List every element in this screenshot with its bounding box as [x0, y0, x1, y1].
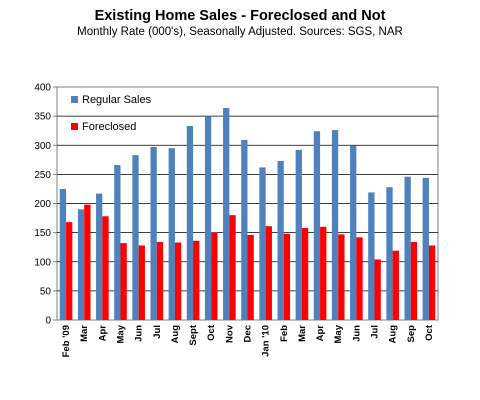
bar-regular-sales-11	[259, 167, 266, 320]
x-tick-label: Feb	[279, 325, 290, 342]
x-tick-label: Jun	[351, 325, 362, 342]
x-tick-label: Jul	[370, 325, 381, 339]
x-tick-label: Mar	[297, 325, 308, 342]
bar-foreclosed-18	[392, 250, 399, 320]
bar-foreclosed-20	[428, 245, 436, 320]
bar-regular-sales-15	[331, 130, 339, 320]
x-tick-label: Oct	[206, 324, 217, 341]
bar-regular-sales-3	[114, 165, 121, 320]
bar-foreclosed-7	[193, 240, 200, 320]
x-tick-label: Sept	[188, 324, 199, 345]
bar-regular-sales-6	[168, 148, 175, 320]
bar-regular-sales-9	[223, 107, 230, 320]
y-tick-label: 0	[45, 316, 51, 327]
legend-label-1: Foreclosed	[82, 121, 136, 133]
bar-regular-sales-12	[277, 160, 284, 320]
y-tick-label: 300	[34, 141, 51, 152]
bar-foreclosed-15	[338, 234, 345, 320]
bar-foreclosed-4	[138, 245, 145, 320]
chart-title: Existing Home Sales - Foreclosed and Not	[94, 8, 386, 24]
y-tick-label: 400	[34, 83, 51, 94]
legend-label-0: Regular Sales	[82, 94, 152, 106]
x-tick-label: Sep	[406, 325, 417, 343]
x-tick-label: Oct	[424, 324, 435, 341]
bar-regular-sales-13	[295, 149, 302, 320]
bar-regular-sales-7	[186, 126, 194, 320]
bar-foreclosed-9	[229, 215, 236, 320]
bar-regular-sales-10	[241, 140, 248, 320]
legend-swatch-1	[71, 123, 78, 130]
chart-subtitle: Monthly Rate (000's), Seasonally Adjuste…	[77, 26, 403, 38]
x-tick-label: Mar	[79, 325, 90, 342]
bar-foreclosed-11	[265, 226, 272, 320]
y-tick-label: 100	[34, 257, 51, 268]
y-tick-label: 350	[34, 112, 51, 123]
x-tick-label: Jul	[152, 325, 163, 339]
x-tick-label: May	[333, 324, 344, 343]
bar-regular-sales-5	[150, 146, 157, 320]
x-tick-label: Nov	[224, 324, 235, 343]
bar-regular-sales-0	[59, 188, 67, 320]
bar-foreclosed-10	[247, 234, 254, 320]
bar-foreclosed-14	[320, 226, 327, 320]
legend-swatch-0	[71, 96, 78, 103]
x-tick-label: Dec	[243, 325, 254, 342]
y-tick-label: 200	[34, 199, 51, 210]
bar-regular-sales-19	[404, 176, 411, 320]
x-tick-label: Apr	[315, 325, 326, 342]
bar-regular-sales-14	[313, 131, 321, 320]
bar-regular-sales-16	[350, 145, 357, 320]
bar-regular-sales-4	[132, 155, 139, 320]
x-tick-label: Aug	[170, 325, 181, 344]
x-tick-label: May	[116, 324, 127, 343]
y-tick-label: 50	[40, 286, 52, 297]
bar-regular-sales-8	[204, 116, 212, 320]
bar-regular-sales-1	[77, 209, 85, 320]
bar-foreclosed-5	[156, 241, 164, 320]
bar-foreclosed-16	[356, 237, 363, 320]
x-tick-label: Jan '10	[261, 325, 272, 357]
y-tick-label: 150	[34, 228, 51, 239]
bar-foreclosed-0	[66, 222, 73, 320]
x-tick-label: Apr	[97, 325, 108, 342]
bar-foreclosed-17	[374, 259, 381, 320]
bar-foreclosed-12	[283, 233, 291, 320]
bar-regular-sales-17	[368, 192, 375, 320]
x-tick-label: Feb '09	[61, 325, 72, 357]
bar-foreclosed-3	[120, 243, 127, 320]
bar-foreclosed-6	[174, 242, 182, 320]
x-tick-label: Jun	[134, 325, 145, 342]
bar-foreclosed-19	[410, 241, 418, 320]
bar-foreclosed-1	[84, 204, 91, 320]
x-tick-label: Aug	[388, 325, 399, 344]
bar-foreclosed-2	[102, 216, 109, 320]
bar-regular-sales-20	[422, 177, 429, 320]
bar-regular-sales-2	[96, 193, 103, 320]
bar-regular-sales-18	[386, 187, 393, 320]
bar-foreclosed-13	[301, 227, 309, 320]
bar-foreclosed-8	[211, 232, 218, 320]
y-tick-label: 250	[34, 170, 51, 181]
